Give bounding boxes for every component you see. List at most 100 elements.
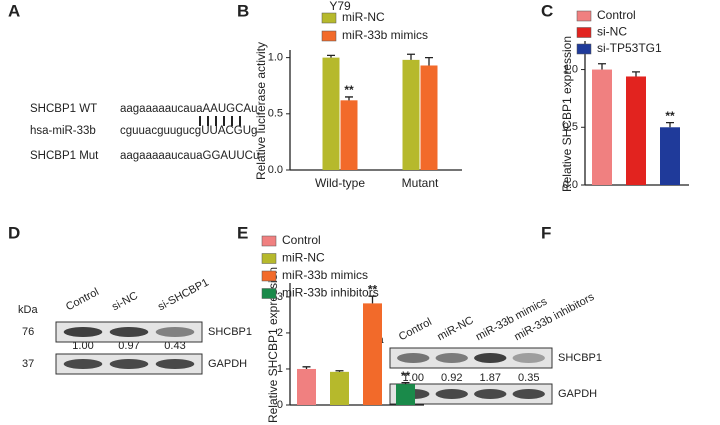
- significance: **: [368, 282, 378, 296]
- quantification: 0.97: [118, 340, 139, 352]
- sequence-lower: aagaaaaaucaua: [120, 103, 203, 115]
- y-tick-label: 2: [277, 327, 283, 339]
- sequence-lower: aagaaaaaucaua: [120, 150, 203, 162]
- bar: [420, 65, 438, 170]
- quantification: 1.87: [480, 372, 501, 384]
- lane-label: Control: [64, 286, 101, 313]
- panel-label: F: [541, 223, 551, 242]
- bar: [626, 76, 646, 185]
- protein: GAPDH: [558, 388, 597, 400]
- quantification: 0.35: [518, 372, 539, 384]
- blot-band: [397, 353, 430, 363]
- y-tick-label: 1: [277, 363, 283, 375]
- y-axis-label: Relative SHCBP1 expression: [560, 36, 574, 192]
- sequence-name: SHCBP1 WT: [30, 103, 97, 115]
- error-bar: [598, 63, 606, 70]
- legend-label: miR-33b inhibitors: [282, 286, 379, 300]
- sequence: aagaaaaaucauaAAUGCAu: [120, 103, 257, 115]
- lane-label: si-SHCBP1: [156, 277, 211, 314]
- blot-band: [109, 359, 149, 369]
- error-bar: [632, 71, 640, 77]
- quantification: 0.92: [441, 372, 462, 384]
- y-axis-label: Relative luciferase activity: [254, 42, 268, 180]
- bar: [330, 371, 349, 405]
- protein: SHCBP1: [558, 352, 602, 364]
- lane-label: miR-NC: [435, 314, 475, 343]
- y-axis-label: Relative SHCBP1 expression: [266, 267, 280, 423]
- pairing-bars: [199, 116, 241, 126]
- blot-band: [63, 359, 103, 369]
- bar: [363, 303, 382, 405]
- panel-label: B: [237, 1, 249, 20]
- kda-label: kDa: [18, 304, 38, 316]
- sequence-upper: UUACGUg: [201, 125, 257, 137]
- significance: **: [665, 109, 675, 123]
- blot-band: [155, 359, 195, 369]
- blot-box: [389, 383, 553, 405]
- legend-swatch: [321, 30, 337, 42]
- legend-swatch: [261, 235, 277, 247]
- sequence-name: hsa-miR-33b: [30, 125, 96, 137]
- error-bar: [401, 382, 410, 385]
- y-tick-label: 0.0: [563, 179, 578, 191]
- chart-title: Y79: [329, 0, 351, 13]
- quantification: 1.00: [72, 340, 93, 352]
- legend-label: Control: [282, 233, 321, 247]
- error-bar: [335, 370, 344, 372]
- y-tick-label: 1.0: [268, 52, 283, 64]
- sequence-upper: AAUGCAu: [203, 103, 258, 115]
- panel-label: D: [8, 223, 20, 242]
- lane-label: Control: [397, 316, 434, 343]
- panel-label: E: [237, 223, 248, 242]
- blot-band: [63, 327, 103, 337]
- error-bar: [368, 295, 377, 304]
- legend-label: miR-NC: [282, 251, 325, 265]
- x-tick-label: Mutant: [402, 176, 439, 190]
- y-tick-label: 1.0: [563, 63, 578, 75]
- legend-label: miR-33b mimics: [282, 268, 368, 282]
- blot-band: [435, 353, 468, 363]
- blot-band: [512, 389, 545, 399]
- marker: 76: [22, 326, 34, 338]
- y-tick-label: 0.5: [268, 108, 283, 120]
- significance: **: [344, 83, 354, 97]
- x-tick-label: Wild-type: [315, 176, 365, 190]
- legend-swatch: [576, 27, 592, 38]
- legend-swatch: [576, 43, 592, 55]
- error-bar: [302, 366, 311, 369]
- legend-label: Control: [597, 8, 636, 22]
- bar: [322, 57, 340, 170]
- bar: [340, 100, 358, 170]
- sequence-lower: cguuacguugucg: [120, 125, 201, 137]
- legend-swatch: [321, 12, 337, 24]
- legend-swatch: [576, 10, 592, 22]
- significance: **: [401, 369, 411, 383]
- sequence-name: SHCBP1 Mut: [30, 150, 99, 162]
- bar: [592, 69, 612, 185]
- y-tick-label: 0.0: [268, 164, 283, 176]
- error-bar: [425, 56, 433, 66]
- bar: [297, 368, 316, 405]
- y-tick-label: 0.5: [563, 121, 578, 133]
- error-bar: [407, 53, 415, 60]
- quantification: 1.00: [403, 372, 424, 384]
- legend-swatch: [261, 253, 277, 264]
- legend-label: miR-33b mimics: [342, 28, 428, 42]
- bar: [660, 127, 680, 185]
- legend-label: si-NC: [597, 25, 627, 39]
- quantification: 0.43: [164, 340, 185, 352]
- blot-band: [155, 327, 195, 337]
- blot-band: [435, 389, 468, 399]
- blot-box: [389, 347, 553, 369]
- error-bar: [666, 122, 674, 128]
- marker: 37: [22, 358, 34, 370]
- blot-band: [474, 389, 507, 399]
- error-bar: [327, 54, 335, 58]
- sequence: aagaaaaaucauaGGAUUCu: [120, 150, 259, 162]
- legend-label: miR-NC: [342, 10, 385, 24]
- blot-band: [512, 353, 545, 363]
- panel-label: C: [541, 1, 553, 20]
- sequence-upper: GGAUUCu: [203, 150, 260, 162]
- blot-band: [109, 327, 149, 337]
